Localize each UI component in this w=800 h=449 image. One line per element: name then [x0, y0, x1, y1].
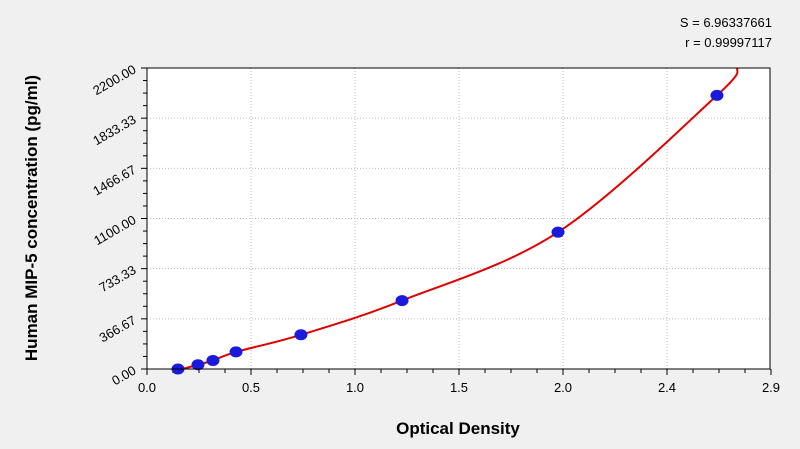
x-tick-label: 0.5 — [242, 380, 260, 395]
x-tick-label: 0.0 — [138, 380, 156, 395]
y-tick-label: 366.67 — [97, 312, 139, 345]
y-tick-label: 1833.33 — [90, 112, 138, 148]
x-tick-label: 1.5 — [450, 380, 468, 395]
y-axis-label: Human MIP-5 concentration (pg/ml) — [22, 75, 41, 361]
fit-statistics: S = 6.96337661 r = 0.99997117 — [680, 13, 772, 53]
y-tick-label: 1100.00 — [91, 212, 138, 248]
x-axis-label: Optical Density — [396, 419, 520, 438]
x-tick-label: 1.0 — [346, 380, 364, 395]
y-tick-label: 2200.00 — [90, 62, 138, 98]
data-point — [551, 226, 565, 238]
data-point — [206, 354, 220, 366]
y-tick-label: 0.00 — [109, 363, 138, 389]
x-tick-label: 2.4 — [658, 380, 676, 395]
plot-border — [146, 67, 771, 370]
data-point — [191, 359, 205, 371]
data-point — [229, 346, 243, 358]
data-point — [395, 295, 409, 307]
y-tick-label: 733.33 — [97, 262, 139, 295]
y-tick-label: 1466.67 — [90, 162, 138, 198]
x-tick-label: 2.0 — [554, 380, 572, 395]
x-tick-label: 2.9 — [762, 380, 780, 395]
data-point — [710, 89, 724, 101]
r-value: r = 0.99997117 — [685, 35, 772, 50]
s-value: S = 6.96337661 — [679, 15, 772, 30]
data-point — [294, 329, 308, 341]
